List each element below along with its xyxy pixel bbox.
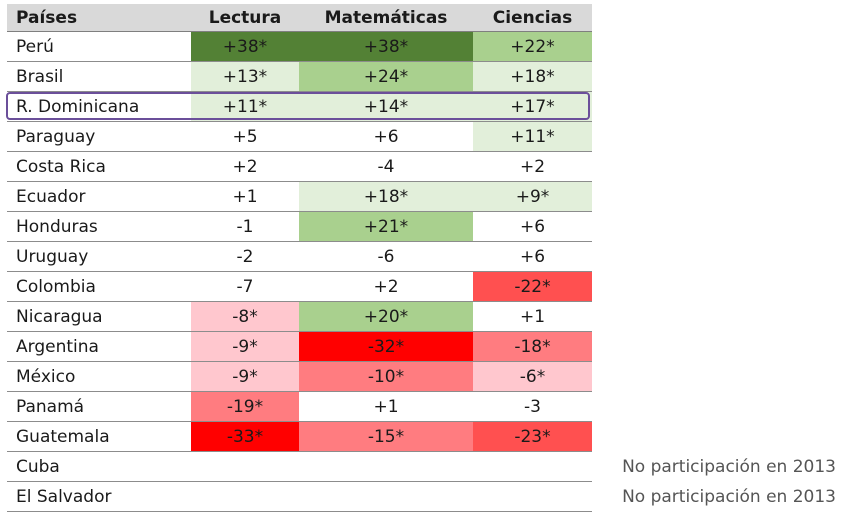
country-cell: Brasil bbox=[7, 61, 191, 92]
reading-cell: +1 bbox=[191, 181, 299, 212]
country-cell: Costa Rica bbox=[7, 151, 191, 182]
country-cell: Paraguay bbox=[7, 121, 191, 152]
science-cell: -23* bbox=[473, 421, 592, 452]
reading-cell: -9* bbox=[191, 361, 299, 392]
math-cell: +21* bbox=[299, 211, 473, 242]
header-science: Ciencias bbox=[473, 4, 592, 32]
science-cell: +9* bbox=[473, 181, 592, 212]
reading-cell: +13* bbox=[191, 61, 299, 92]
math-cell: +6 bbox=[299, 121, 473, 152]
table-row: Uruguay -2 -6 +6 bbox=[7, 241, 592, 272]
header-reading: Lectura bbox=[191, 4, 299, 32]
reading-cell: -2 bbox=[191, 241, 299, 272]
country-cell: Ecuador bbox=[7, 181, 191, 212]
table-row: Ecuador +1 +18* +9* bbox=[7, 181, 592, 212]
reading-cell: +2 bbox=[191, 151, 299, 182]
math-cell: -15* bbox=[299, 421, 473, 452]
header-math: Matemáticas bbox=[299, 4, 473, 32]
reading-cell: -8* bbox=[191, 301, 299, 332]
science-cell: +6 bbox=[473, 241, 592, 272]
table-row: Cuba bbox=[7, 451, 592, 482]
reading-cell: +11* bbox=[191, 91, 299, 122]
country-cell: Panamá bbox=[7, 391, 191, 422]
country-cell: Uruguay bbox=[7, 241, 191, 272]
results-table: Países Lectura Matemáticas Ciencias Perú… bbox=[7, 4, 592, 512]
table-row: El Salvador bbox=[7, 481, 592, 512]
country-cell: Perú bbox=[7, 31, 191, 62]
table-row: Brasil +13* +24* +18* bbox=[7, 61, 592, 92]
math-cell: +2 bbox=[299, 271, 473, 302]
table-row: Argentina -9* -32* -18* bbox=[7, 331, 592, 362]
table-row: Guatemala -33* -15* -23* bbox=[7, 421, 592, 452]
country-cell: Argentina bbox=[7, 331, 191, 362]
reading-cell: -1 bbox=[191, 211, 299, 242]
country-cell: El Salvador bbox=[7, 481, 191, 512]
country-cell: Cuba bbox=[7, 451, 191, 482]
science-cell: +1 bbox=[473, 301, 592, 332]
country-cell: Nicaragua bbox=[7, 301, 191, 332]
math-cell bbox=[299, 481, 473, 512]
no-participation-note: No participación en 2013 bbox=[622, 487, 836, 507]
science-cell: -22* bbox=[473, 271, 592, 302]
science-cell: +17* bbox=[473, 91, 592, 122]
science-cell: +18* bbox=[473, 61, 592, 92]
reading-cell: +5 bbox=[191, 121, 299, 152]
country-cell: Honduras bbox=[7, 211, 191, 242]
science-cell: +2 bbox=[473, 151, 592, 182]
country-cell: México bbox=[7, 361, 191, 392]
science-cell: -6* bbox=[473, 361, 592, 392]
country-cell: Guatemala bbox=[7, 421, 191, 452]
table-row: Panamá -19* +1 -3 bbox=[7, 391, 592, 422]
math-cell: +20* bbox=[299, 301, 473, 332]
table-row: Perú +38* +38* +22* bbox=[7, 31, 592, 62]
table-row: Costa Rica +2 -4 +2 bbox=[7, 151, 592, 182]
table-row: R. Dominicana +11* +14* +17* bbox=[7, 91, 592, 122]
reading-cell bbox=[191, 481, 299, 512]
no-participation-note: No participación en 2013 bbox=[622, 457, 836, 477]
math-cell: +24* bbox=[299, 61, 473, 92]
table-row: Paraguay +5 +6 +11* bbox=[7, 121, 592, 152]
header-country: Países bbox=[7, 4, 191, 32]
table-body: Perú +38* +38* +22* Brasil +13* +24* +18* R. Dom… bbox=[7, 31, 592, 512]
table-header-row: Países Lectura Matemáticas Ciencias bbox=[7, 4, 592, 32]
math-cell: +1 bbox=[299, 391, 473, 422]
reading-cell: -33* bbox=[191, 421, 299, 452]
country-cell: Colombia bbox=[7, 271, 191, 302]
math-cell bbox=[299, 451, 473, 482]
table-row: Colombia -7 +2 -22* bbox=[7, 271, 592, 302]
math-cell: +14* bbox=[299, 91, 473, 122]
science-cell bbox=[473, 451, 592, 482]
country-cell: R. Dominicana bbox=[7, 91, 191, 122]
results-table-container: Países Lectura Matemáticas Ciencias Perú… bbox=[7, 4, 592, 512]
table-row: Honduras -1 +21* +6 bbox=[7, 211, 592, 242]
math-cell: -6 bbox=[299, 241, 473, 272]
reading-cell: -9* bbox=[191, 331, 299, 362]
math-cell: -4 bbox=[299, 151, 473, 182]
math-cell: -32* bbox=[299, 331, 473, 362]
reading-cell bbox=[191, 451, 299, 482]
science-cell: -3 bbox=[473, 391, 592, 422]
math-cell: +18* bbox=[299, 181, 473, 212]
science-cell: +6 bbox=[473, 211, 592, 242]
reading-cell: +38* bbox=[191, 31, 299, 62]
reading-cell: -7 bbox=[191, 271, 299, 302]
science-cell: +11* bbox=[473, 121, 592, 152]
math-cell: -10* bbox=[299, 361, 473, 392]
science-cell bbox=[473, 481, 592, 512]
table-row: México -9* -10* -6* bbox=[7, 361, 592, 392]
reading-cell: -19* bbox=[191, 391, 299, 422]
math-cell: +38* bbox=[299, 31, 473, 62]
science-cell: +22* bbox=[473, 31, 592, 62]
table-row: Nicaragua -8* +20* +1 bbox=[7, 301, 592, 332]
science-cell: -18* bbox=[473, 331, 592, 362]
